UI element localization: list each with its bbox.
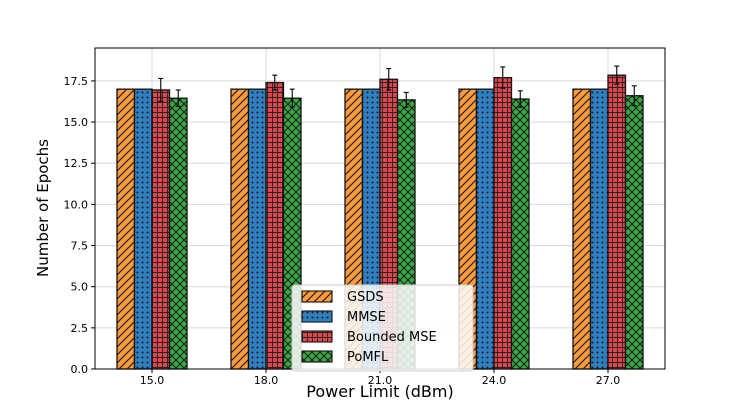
bar-bounded-mse-24-0 [493,76,513,370]
bar-gsds-15-0 [116,88,136,370]
y-tick-label: 0.0 [71,363,89,376]
bar-gsds-18-0 [230,88,250,370]
x-tick-label: 24.0 [482,374,507,387]
legend-swatch-bounded-mse [301,330,333,343]
bar-gsds-27-0 [572,88,592,370]
bar-mmse-24-0 [475,88,495,370]
bar-bounded-mse-15-0 [151,89,171,370]
legend-label-bounded-mse: Bounded MSE [347,330,437,345]
x-axis-label: Power Limit (dBm) [306,382,453,401]
bar-mmse-18-0 [247,88,267,370]
legend-swatch-gsds [301,290,333,303]
error-bars [158,65,637,108]
y-axis-label: Number of Epochs [34,139,52,277]
legend-label-pomfl: PoMFL [347,350,389,365]
bar-pomfl-15-0 [168,97,188,370]
x-tick-labels: 15.0 18.0 21.0 24.0 27.0 [140,369,621,387]
y-tick-label: 7.5 [71,240,89,253]
bar-bounded-mse-18-0 [265,81,285,370]
bar-mmse-15-0 [133,88,153,370]
y-tick-label: 5.0 [71,281,89,294]
legend-swatch-mmse [301,310,333,323]
legend-label-gsds: GSDS [347,290,384,305]
y-tick-label: 17.5 [64,75,89,88]
x-tick-label: 18.0 [254,374,279,387]
y-tick-label: 2.5 [71,322,89,335]
legend: GSDS MMSE Bounded MSE PoMFL [291,284,474,372]
y-tick-label: 10.0 [64,198,89,211]
bar-pomfl-24-0 [510,98,530,370]
x-tick-label: 15.0 [140,374,165,387]
bar-bounded-mse-27-0 [607,74,627,370]
y-tick-label: 15.0 [64,116,89,129]
bar-mmse-27-0 [589,88,609,370]
legend-swatch-pomfl [301,350,333,363]
x-tick-label: 21.0 [368,374,393,387]
bar-pomfl-27-0 [624,95,644,370]
y-tick-label: 12.5 [64,157,89,170]
legend-label-mmse: MMSE [347,310,386,325]
legend-box [291,284,474,372]
x-tick-label: 27.0 [596,374,621,387]
y-tick-labels: 0.0 2.5 5.0 7.5 10.0 12.5 15.0 17.5 [64,75,95,376]
